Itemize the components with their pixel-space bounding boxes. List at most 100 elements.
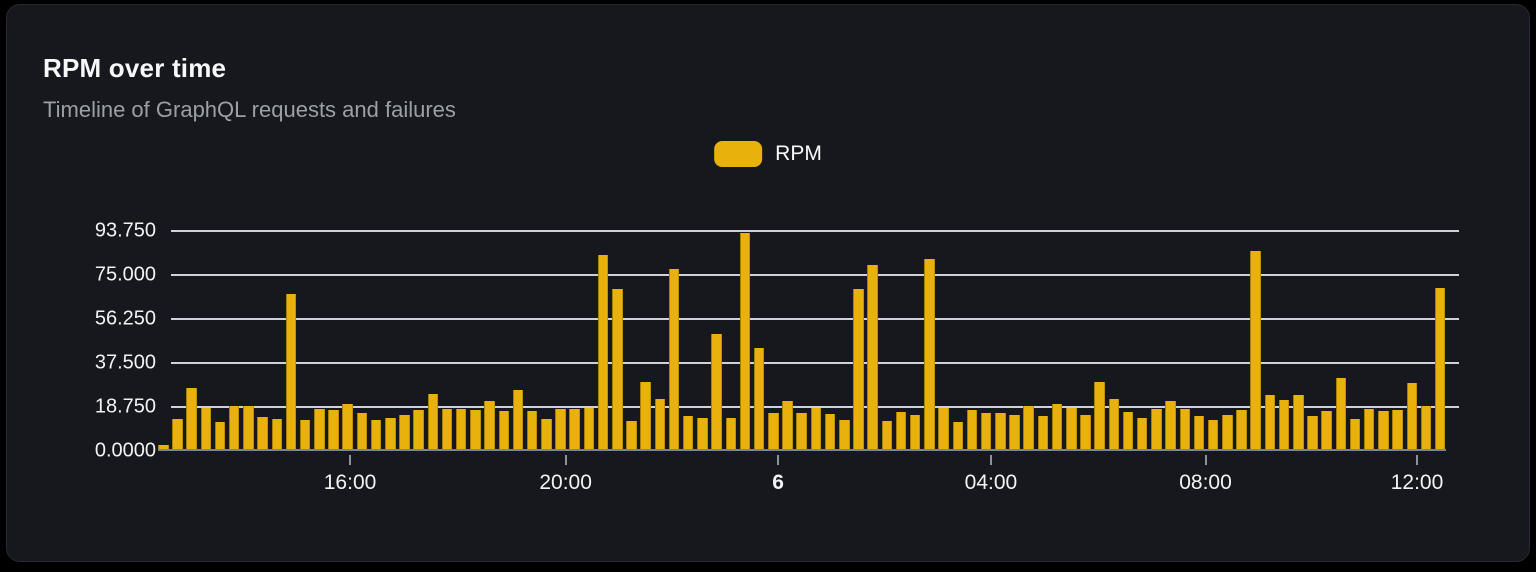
- bar[interactable]: [512, 389, 524, 449]
- bar[interactable]: [952, 421, 963, 449]
- bar[interactable]: [243, 406, 254, 449]
- chart-title: RPM over time: [43, 53, 227, 83]
- bar[interactable]: [853, 289, 864, 449]
- bar[interactable]: [555, 409, 566, 449]
- bar[interactable]: [526, 411, 538, 449]
- bar[interactable]: [271, 418, 282, 449]
- bar[interactable]: [413, 410, 424, 449]
- bar[interactable]: [980, 413, 992, 449]
- bar[interactable]: [1321, 411, 1332, 449]
- bar[interactable]: [583, 407, 595, 449]
- bar[interactable]: [711, 334, 722, 449]
- bar[interactable]: [753, 347, 765, 449]
- bar[interactable]: [966, 409, 978, 449]
- bar[interactable]: [1066, 407, 1077, 449]
- bar[interactable]: [640, 381, 651, 449]
- bar[interactable]: [995, 412, 1006, 449]
- bar[interactable]: [1307, 416, 1318, 449]
- bar[interactable]: [1250, 250, 1261, 449]
- bar[interactable]: [1080, 414, 1091, 449]
- bar[interactable]: [498, 411, 509, 449]
- bar[interactable]: [626, 421, 637, 449]
- bar[interactable]: [541, 419, 552, 449]
- x-tick-label: 20:00: [539, 471, 592, 494]
- bar[interactable]: [1335, 377, 1347, 449]
- bar[interactable]: [214, 421, 226, 449]
- bar[interactable]: [654, 398, 666, 449]
- bar[interactable]: [1009, 414, 1020, 449]
- bar[interactable]: [1363, 409, 1375, 449]
- bar[interactable]: [839, 419, 850, 449]
- bar[interactable]: [924, 259, 935, 449]
- bar[interactable]: [1222, 415, 1233, 449]
- bar[interactable]: [1136, 418, 1148, 449]
- bar[interactable]: [399, 414, 410, 449]
- bar[interactable]: [172, 418, 183, 449]
- bar[interactable]: [1179, 409, 1190, 449]
- bar[interactable]: [1094, 381, 1105, 449]
- y-axis: 93.750 75.000 56.250 37.500 18.750 0.0000: [7, 220, 156, 462]
- bar[interactable]: [782, 401, 793, 449]
- bar[interactable]: [1434, 287, 1446, 449]
- bar[interactable]: [470, 410, 481, 449]
- legend-item-rpm[interactable]: RPM: [714, 141, 822, 167]
- chart-subtitle: Timeline of GraphQL requests and failure…: [43, 97, 456, 122]
- bar[interactable]: [441, 409, 453, 449]
- bar[interactable]: [1207, 420, 1219, 449]
- bar[interactable]: [1406, 382, 1417, 449]
- bar[interactable]: [810, 407, 822, 449]
- bar[interactable]: [1193, 416, 1205, 449]
- bar[interactable]: [285, 294, 297, 449]
- x-tick-label: 08:00: [1179, 471, 1232, 494]
- bar[interactable]: [1349, 418, 1361, 449]
- bar[interactable]: [1293, 395, 1304, 449]
- bar[interactable]: [1023, 406, 1034, 449]
- bar[interactable]: [867, 265, 878, 449]
- bar[interactable]: [1392, 409, 1403, 449]
- bar[interactable]: [158, 445, 169, 449]
- bar[interactable]: [1037, 416, 1049, 449]
- bar[interactable]: [796, 412, 807, 449]
- bar[interactable]: [739, 233, 751, 449]
- bar[interactable]: [895, 412, 907, 449]
- bar[interactable]: [1122, 412, 1134, 449]
- bar[interactable]: [668, 268, 680, 449]
- rpm-bar-chart: 93.750 75.000 56.250 37.500 18.750 0.0000 16:…: [7, 5, 1529, 561]
- bar[interactable]: [200, 407, 212, 449]
- bar[interactable]: [228, 406, 240, 449]
- bar[interactable]: [1378, 411, 1389, 449]
- bar[interactable]: [186, 388, 197, 449]
- bar[interactable]: [1108, 398, 1120, 449]
- bar[interactable]: [909, 414, 921, 449]
- bar[interactable]: [938, 407, 949, 449]
- bar[interactable]: [597, 255, 609, 449]
- bar[interactable]: [569, 408, 580, 449]
- bar[interactable]: [612, 288, 623, 449]
- bar[interactable]: [484, 401, 495, 449]
- bar[interactable]: [427, 393, 439, 449]
- bar[interactable]: [725, 417, 736, 449]
- bar[interactable]: [697, 418, 708, 449]
- bar[interactable]: [299, 420, 311, 449]
- bar[interactable]: [1420, 406, 1432, 449]
- x-tick-mark: [564, 455, 567, 465]
- bar[interactable]: [682, 416, 694, 449]
- bar[interactable]: [342, 404, 353, 449]
- bar[interactable]: [257, 417, 268, 449]
- bar[interactable]: [328, 410, 339, 449]
- bar[interactable]: [1151, 408, 1162, 449]
- bar[interactable]: [455, 408, 467, 449]
- bar[interactable]: [1278, 399, 1290, 449]
- bar[interactable]: [356, 413, 368, 449]
- bar[interactable]: [824, 413, 836, 449]
- bar[interactable]: [1165, 400, 1176, 449]
- bar[interactable]: [1264, 395, 1276, 449]
- bar[interactable]: [370, 419, 382, 449]
- bar[interactable]: [1051, 403, 1063, 449]
- legend-swatch-icon[interactable]: [714, 141, 763, 167]
- bar[interactable]: [314, 408, 325, 449]
- bar[interactable]: [1236, 409, 1247, 449]
- bar[interactable]: [768, 413, 779, 449]
- bar[interactable]: [881, 421, 893, 449]
- bar[interactable]: [385, 418, 396, 449]
